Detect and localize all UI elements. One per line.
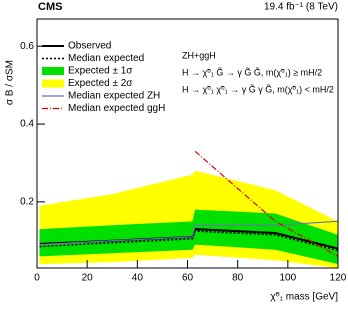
y-tick-label: 0.6 <box>20 41 34 52</box>
header-right: 19.4 fb⁻¹ (8 TeV) <box>264 2 338 13</box>
x-tick-label: 60 <box>182 273 194 284</box>
legend-swatch <box>42 79 64 88</box>
x-tick-label: 40 <box>132 273 144 284</box>
header-left: CMS <box>38 1 62 13</box>
legend-swatch <box>42 67 64 75</box>
x-tick-label: 80 <box>232 273 244 284</box>
line <box>39 220 339 246</box>
x-tick-label: 0 <box>34 273 40 284</box>
legend-label: Median expected ggH <box>68 103 165 114</box>
legend-label: Median expected ZH <box>68 91 160 102</box>
legend-label: Median expected <box>68 53 144 64</box>
annotation: ZH+ggH <box>182 50 216 60</box>
line <box>194 150 339 257</box>
legend-label: Expected ± 1σ <box>68 66 133 77</box>
line <box>39 230 339 252</box>
annotation: H → χ̃⁰₁ G̃ → γ G̃ G̃, m(χ̃⁰₁) ≥ mH/2 <box>182 67 322 77</box>
y-axis-label: σ B / σSM <box>5 60 16 105</box>
legend-label: Observed <box>68 41 111 52</box>
x-axis-label: χ̃⁰₁ mass [GeV] <box>270 292 338 303</box>
x-tick-label: 100 <box>279 273 296 284</box>
y-tick-label: 0.2 <box>20 197 34 208</box>
x-tick-label: 120 <box>330 273 347 284</box>
annotation: H → χ̃⁰₁ χ̃⁰₁ → γ G̃ γ G̃, m(χ̃⁰₁) < mH/… <box>182 84 334 94</box>
y-tick-label: 0.4 <box>20 119 34 130</box>
x-tick-label: 20 <box>82 273 94 284</box>
legend-label: Expected ± 2σ <box>68 78 133 89</box>
